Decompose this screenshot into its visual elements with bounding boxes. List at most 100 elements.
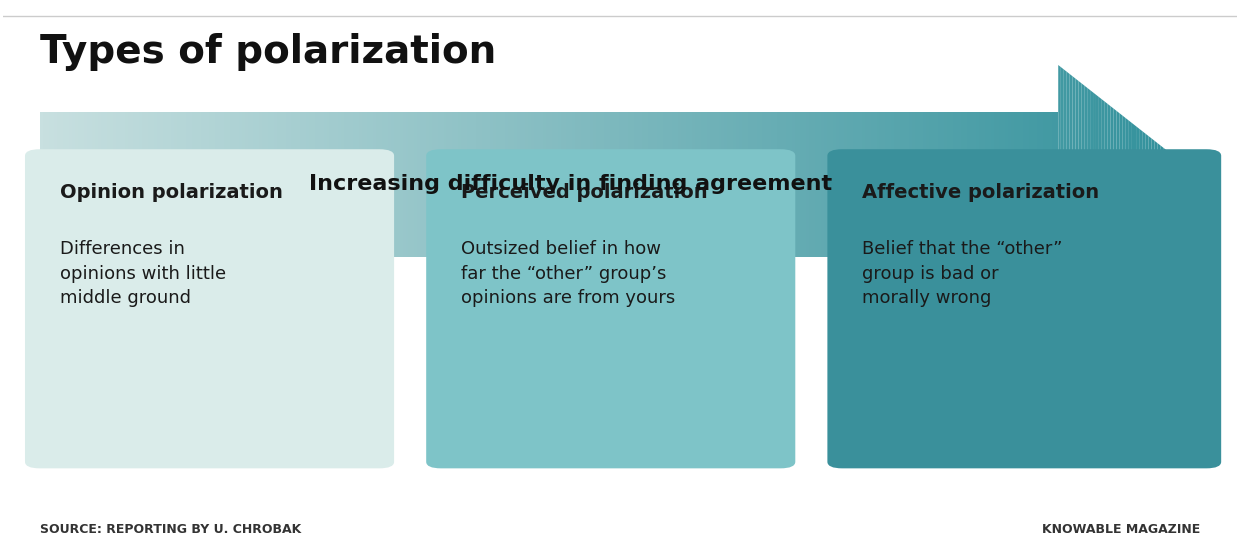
Bar — [122, 112, 125, 257]
Bar — [1032, 112, 1034, 257]
Text: Perceived polarization: Perceived polarization — [461, 183, 707, 202]
Bar — [950, 112, 952, 257]
Bar — [221, 112, 224, 257]
Bar — [698, 112, 701, 257]
Bar — [631, 112, 634, 257]
Bar — [476, 112, 479, 257]
Bar — [151, 112, 154, 257]
Bar — [233, 112, 236, 257]
Bar — [578, 112, 582, 257]
Bar — [244, 112, 248, 257]
Bar — [715, 112, 718, 257]
Bar — [259, 112, 262, 257]
Bar — [614, 112, 616, 257]
Bar — [985, 112, 988, 257]
Bar — [961, 112, 965, 257]
Bar — [166, 112, 169, 257]
Bar — [500, 112, 502, 257]
Bar — [496, 112, 500, 257]
Polygon shape — [1125, 118, 1128, 251]
Bar — [851, 112, 853, 257]
Bar — [909, 112, 911, 257]
Bar — [461, 112, 464, 257]
Bar — [446, 112, 449, 257]
Bar — [207, 112, 210, 257]
Bar — [973, 112, 976, 257]
Polygon shape — [1107, 104, 1111, 265]
Bar — [754, 112, 756, 257]
Bar — [1043, 112, 1047, 257]
Bar — [399, 112, 403, 257]
Text: Increasing difficulty in finding agreement: Increasing difficulty in finding agreeme… — [309, 174, 832, 194]
Bar — [874, 112, 877, 257]
Bar — [455, 112, 458, 257]
Bar — [543, 112, 546, 257]
Bar — [599, 112, 601, 257]
Bar — [110, 112, 113, 257]
Bar — [184, 112, 186, 257]
Bar — [136, 112, 139, 257]
Bar — [93, 112, 95, 257]
Bar — [268, 112, 270, 257]
Bar — [517, 112, 520, 257]
Bar — [69, 112, 72, 257]
Bar — [107, 112, 110, 257]
Bar — [827, 112, 830, 257]
Polygon shape — [1075, 78, 1079, 290]
Bar — [330, 112, 332, 257]
Bar — [227, 112, 229, 257]
Bar — [412, 112, 414, 257]
Bar — [391, 112, 394, 257]
Bar — [554, 112, 558, 257]
Bar — [655, 112, 657, 257]
Bar — [666, 112, 668, 257]
Bar — [98, 112, 102, 257]
Bar — [748, 112, 750, 257]
Bar — [537, 112, 541, 257]
Bar — [750, 112, 754, 257]
Bar — [993, 112, 997, 257]
Bar — [595, 112, 599, 257]
Bar — [242, 112, 244, 257]
Bar — [347, 112, 350, 257]
Text: SOURCE: REPORTING BY U. CHROBAK: SOURCE: REPORTING BY U. CHROBAK — [40, 523, 301, 535]
Bar — [61, 112, 63, 257]
Bar — [531, 112, 534, 257]
Bar — [856, 112, 859, 257]
Bar — [1038, 112, 1040, 257]
Bar — [534, 112, 537, 257]
Bar — [262, 112, 265, 257]
Bar — [40, 112, 42, 257]
Bar — [438, 112, 440, 257]
Polygon shape — [1148, 136, 1152, 233]
Bar — [224, 112, 227, 257]
Bar — [162, 112, 166, 257]
Bar — [303, 112, 306, 257]
Bar — [257, 112, 259, 257]
Bar — [306, 112, 309, 257]
Bar — [915, 112, 918, 257]
Bar — [760, 112, 763, 257]
Bar — [335, 112, 339, 257]
Bar — [171, 112, 175, 257]
Bar — [959, 112, 961, 257]
Bar — [379, 112, 382, 257]
Bar — [704, 112, 707, 257]
Bar — [81, 112, 83, 257]
Bar — [1002, 112, 1006, 257]
Bar — [145, 112, 148, 257]
Bar — [786, 112, 789, 257]
Bar — [253, 112, 257, 257]
Bar — [343, 112, 347, 257]
Bar — [270, 112, 274, 257]
Polygon shape — [1102, 99, 1105, 269]
Bar — [733, 112, 737, 257]
Polygon shape — [1157, 143, 1161, 226]
Bar — [414, 112, 417, 257]
Bar — [522, 112, 526, 257]
Bar — [248, 112, 250, 257]
Bar — [724, 112, 728, 257]
Bar — [818, 112, 821, 257]
Bar — [250, 112, 253, 257]
Bar — [83, 112, 87, 257]
